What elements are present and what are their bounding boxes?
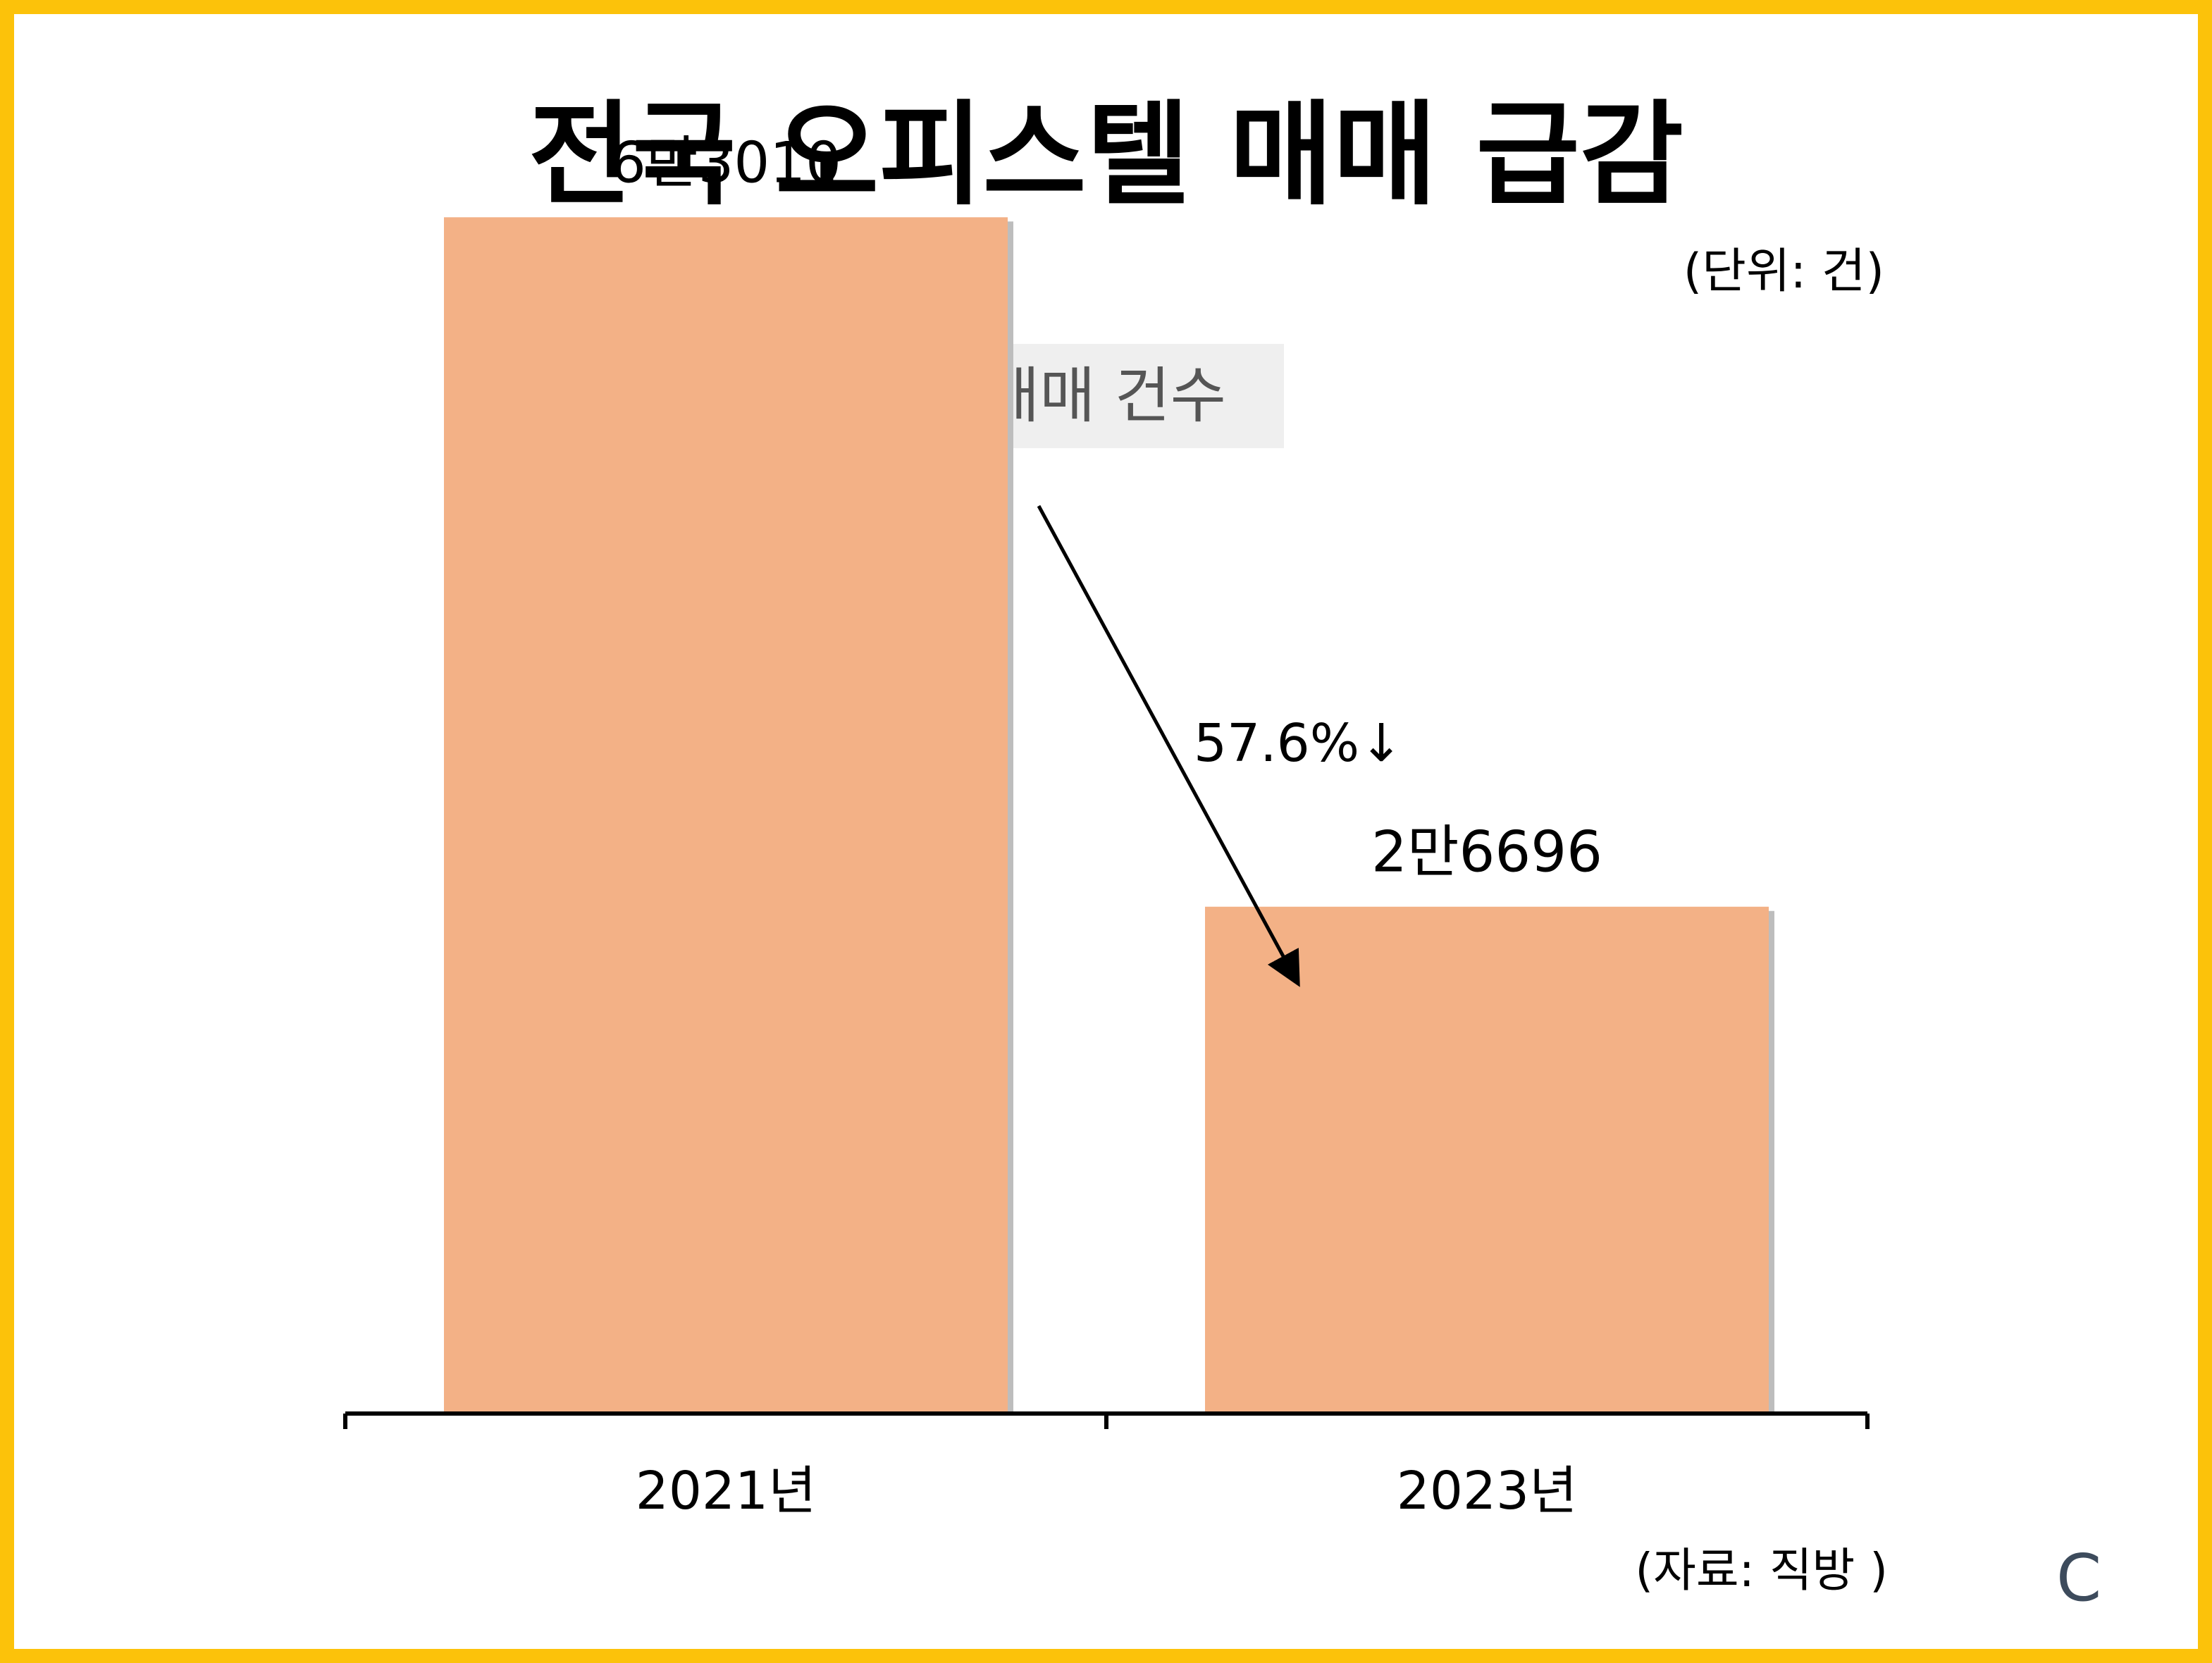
category-label: 2023년 — [1397, 1461, 1577, 1521]
bar-2 — [1205, 906, 1769, 1414]
bar-1 — [444, 217, 1008, 1414]
decrease-arrow — [1037, 505, 1300, 987]
category-label: 2021년 — [636, 1461, 816, 1521]
unit-label: (단위: 건) — [1683, 244, 1884, 299]
legend-label: 매매 건수 — [984, 361, 1226, 431]
chart-title: 전국 오피스텔 매매 급감 — [528, 89, 1684, 221]
corner-logo-mark: C — [2056, 1540, 2102, 1616]
bar-value-label: 2만6696 — [1371, 820, 1602, 885]
bar-value-label: 6만3010 — [610, 130, 841, 195]
source-label: (자료: 직방 ) — [1635, 1543, 1888, 1597]
decrease-annotation: 57.6%↓ — [1194, 713, 1403, 774]
